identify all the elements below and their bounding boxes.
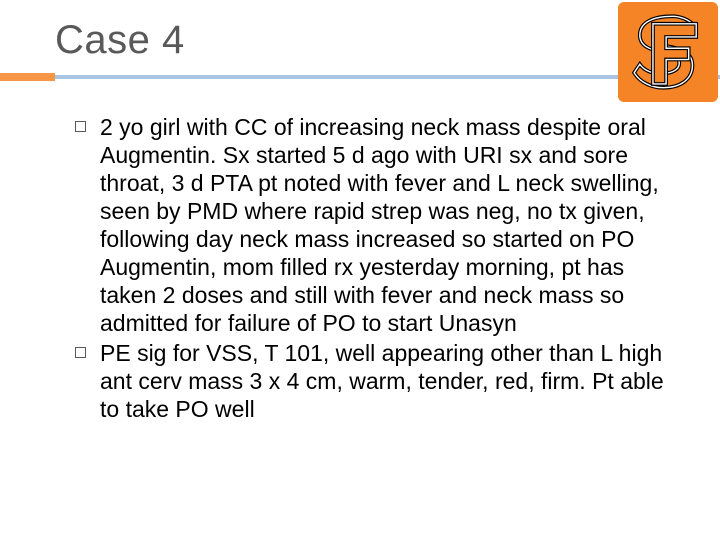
team-logo bbox=[618, 2, 718, 102]
body-content: 2 yo girl with CC of increasing neck mas… bbox=[0, 91, 720, 424]
sf-monogram-icon bbox=[621, 5, 715, 99]
bullet-marker-icon bbox=[75, 347, 86, 358]
divider-accent bbox=[0, 73, 55, 81]
title-divider bbox=[0, 73, 720, 91]
slide: Case 4 2 yo girl with CC of increasing n… bbox=[0, 0, 720, 540]
bullet-text: PE sig for VSS, T 101, well appearing ot… bbox=[100, 339, 680, 423]
bullet-text: 2 yo girl with CC of increasing neck mas… bbox=[100, 113, 680, 337]
logo-background bbox=[618, 2, 718, 102]
list-item: 2 yo girl with CC of increasing neck mas… bbox=[75, 113, 680, 337]
bullet-marker-icon bbox=[75, 121, 86, 132]
list-item: PE sig for VSS, T 101, well appearing ot… bbox=[75, 339, 680, 423]
title-area: Case 4 bbox=[0, 0, 720, 63]
